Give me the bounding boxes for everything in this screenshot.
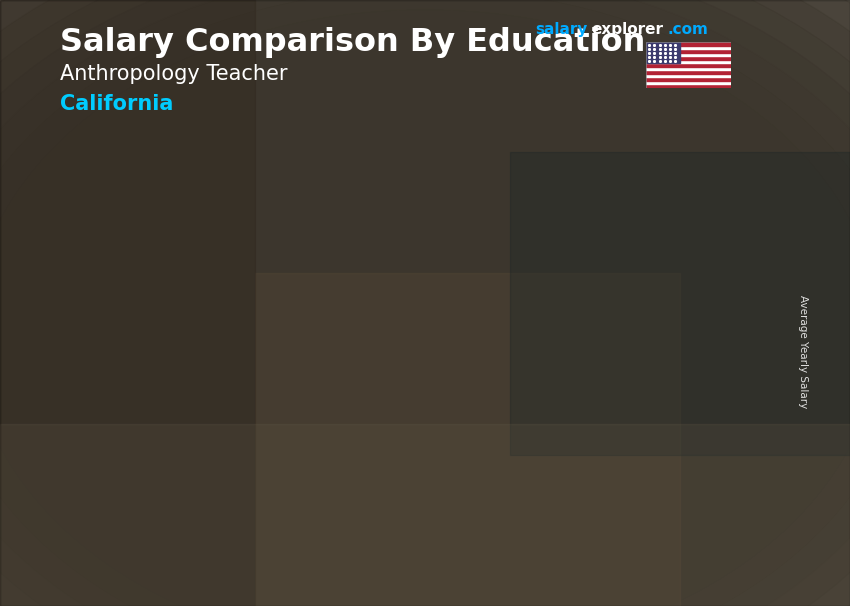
- Text: Average Yearly Salary: Average Yearly Salary: [798, 295, 808, 408]
- Text: +64%: +64%: [435, 140, 525, 168]
- Bar: [601, 235, 610, 533]
- Text: Salary Comparison By Education: Salary Comparison By Education: [60, 27, 645, 58]
- Bar: [255, 273, 680, 606]
- Bar: [127, 401, 136, 533]
- Text: Bachelor's
Degree: Bachelor's Degree: [121, 570, 214, 602]
- Bar: [510, 152, 850, 454]
- Bar: [199, 401, 208, 533]
- Bar: [646, 84, 731, 88]
- Bar: [646, 74, 731, 78]
- Bar: [646, 81, 731, 84]
- Text: .com: .com: [667, 22, 708, 37]
- Text: 90,100 USD: 90,100 USD: [254, 326, 351, 341]
- Bar: [646, 56, 731, 60]
- Bar: [0, 424, 850, 606]
- Text: Master's
Degree: Master's Degree: [366, 570, 443, 602]
- Bar: [436, 351, 445, 533]
- Text: explorer: explorer: [592, 22, 664, 37]
- Text: +38%: +38%: [198, 294, 288, 322]
- Text: PhD: PhD: [624, 570, 660, 585]
- Bar: [127, 401, 208, 533]
- Bar: [601, 235, 683, 533]
- Text: 65,500 USD: 65,500 USD: [17, 376, 113, 391]
- Bar: [601, 235, 683, 242]
- Bar: [673, 235, 683, 533]
- Bar: [646, 42, 680, 64]
- Bar: [127, 401, 208, 404]
- Bar: [364, 351, 445, 356]
- Text: 148,000 USD: 148,000 USD: [481, 209, 588, 224]
- Bar: [646, 64, 731, 67]
- Bar: [646, 67, 731, 70]
- Bar: [646, 70, 731, 74]
- Bar: [646, 50, 731, 53]
- Bar: [364, 351, 373, 533]
- Text: Anthropology Teacher: Anthropology Teacher: [60, 64, 287, 84]
- Bar: [646, 42, 731, 46]
- Text: California: California: [60, 94, 173, 114]
- Bar: [0, 0, 255, 606]
- Bar: [646, 78, 731, 81]
- Bar: [646, 53, 731, 56]
- Bar: [646, 46, 731, 50]
- Bar: [646, 60, 731, 64]
- Bar: [364, 351, 445, 533]
- Text: salary: salary: [536, 22, 588, 37]
